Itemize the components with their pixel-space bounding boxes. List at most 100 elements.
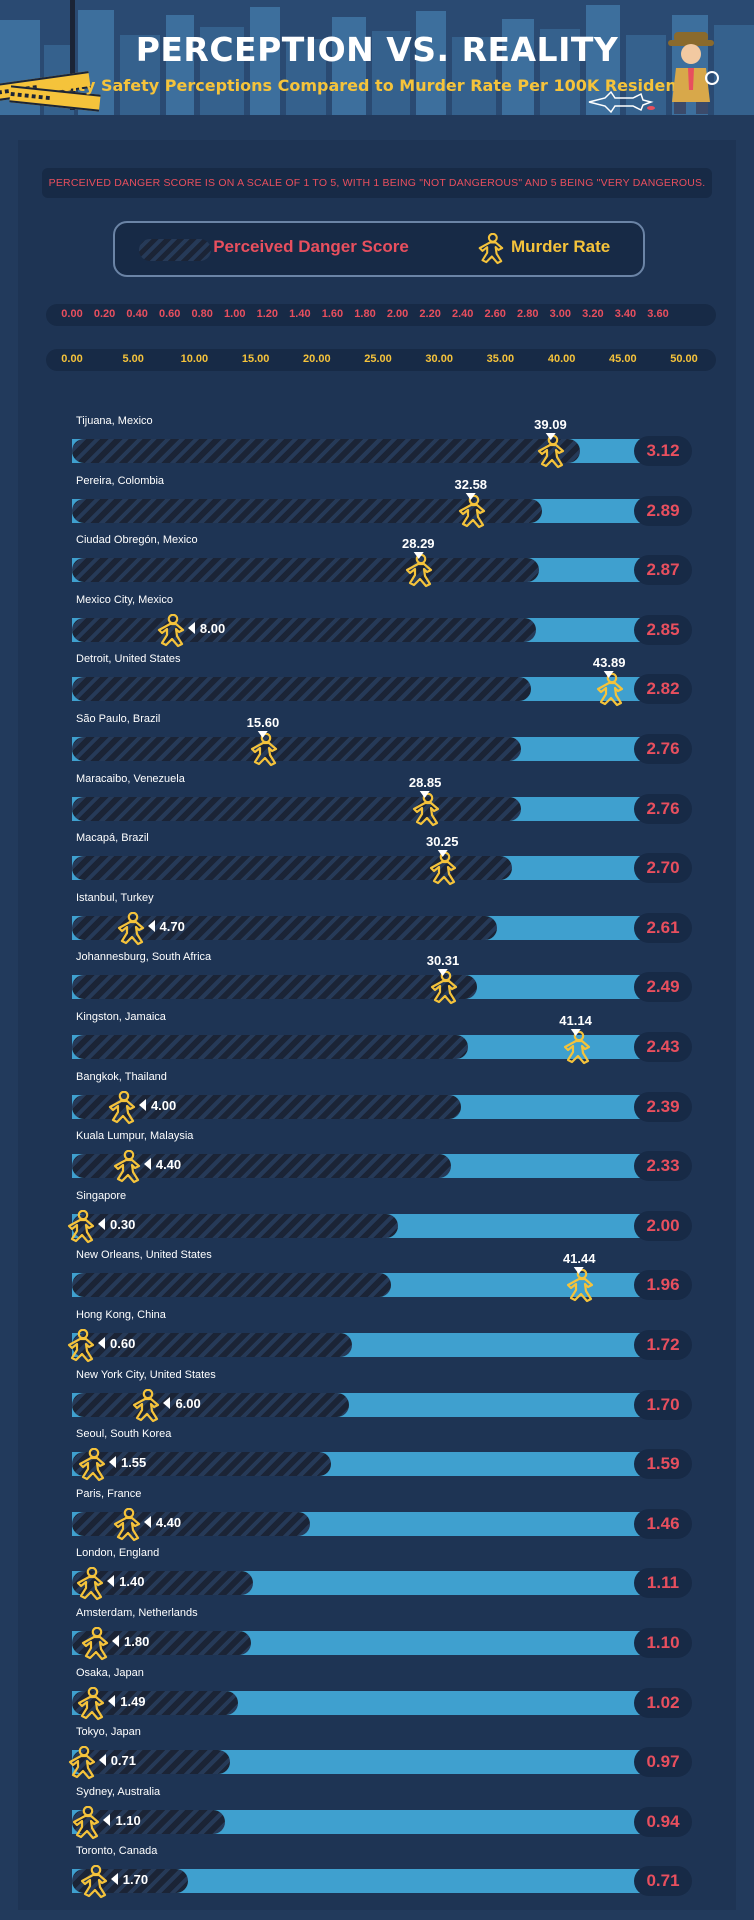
murder-rate-label: 28.29 [402,536,435,560]
perceived-value: 3.12 [634,436,692,466]
murder-tick-label: 45.00 [609,353,637,365]
perceived-value: 1.72 [634,1330,692,1360]
perceived-tick-label: 3.00 [549,308,572,320]
city-label: Singapore [76,1189,127,1202]
perceived-value: 0.71 [634,1866,692,1897]
perceived-tick-label: 0.00 [61,308,83,320]
perceived-value: 2.39 [634,1091,692,1122]
murder-rate-marker [80,1865,107,1899]
murder-rate-value: 8.00 [199,620,226,636]
murder-rate-marker [81,1627,109,1661]
murder-rate-marker [73,1805,100,1839]
murder-tick-label: 40.00 [547,353,576,365]
perceived-value: 1.02 [634,1687,692,1718]
city-row: Macapá, Brazil 2.70 30.25 [0,832,754,892]
murder-rate-marker [250,733,278,767]
city-row: Seoul, South Korea 1.59 1.55 [0,1428,754,1488]
city-row: Tijuana, Mexico 3.12 39.09 [0,415,754,475]
perceived-tick-label: 2.60 [484,308,506,320]
pointer-arrow-icon [98,1337,105,1349]
city-label: São Paulo, Brazil [76,713,161,725]
skyline-building [250,7,280,115]
pointer-arrow-icon [574,1267,585,1275]
detective-icon [668,32,719,114]
murder-rate-value: 0.71 [110,1753,136,1769]
pointer-arrow-icon [108,1456,116,1469]
murder-rate-label: 30.25 [426,834,459,858]
city-label: Mexico City, Mexico [76,593,173,606]
skyline-building [416,11,446,115]
city-row: Pereira, Colombia 2.89 32.58 [0,475,754,535]
perceived-tick-label: 1.60 [321,308,344,320]
murder-rate-label: 0.71 [98,1753,136,1769]
city-label: Hong Kong, China [76,1309,166,1321]
murder-tick-label: 20.00 [303,353,331,365]
murder-rate-value: 4.00 [150,1097,177,1113]
murder-rate-value: 43.89 [592,655,626,671]
murder-rate-value: 39.09 [534,417,567,432]
perceived-tick-label: 2.40 [451,308,474,320]
skyline-building [714,25,754,115]
perceived-bar [72,498,543,523]
scale-note: Perceived danger score is on a scale of … [42,168,712,198]
murder-rate-value: 1.40 [119,1574,145,1590]
city-row: Tokyo, Japan 0.97 0.71 [0,1726,754,1786]
perceived-bar [72,975,478,1000]
perceived-bar [72,1511,310,1536]
perceived-tick-label: 3.60 [647,308,669,320]
perceived-value: 2.76 [634,793,692,824]
legend-perceived-label: Perceived Danger Score [213,237,409,256]
perceived-bar [72,558,540,583]
legend-perceived-swatch [139,239,211,261]
pointer-arrow-icon [143,1158,151,1171]
murder-rate-marker [157,613,185,647]
city-row: Amsterdam, Netherlands 1.10 1.80 [0,1607,754,1667]
murder-rate-label: 1.55 [108,1455,146,1470]
murder-rate-marker [78,1686,105,1720]
murder-rate-marker [563,1031,590,1065]
murder-rate-marker [77,1567,104,1601]
murder-rate-marker [406,554,433,588]
perceived-tick-label: 0.60 [158,308,181,320]
city-label: Detroit, United States [76,653,181,666]
perceived-value: 2.70 [634,853,692,884]
murder-rate-marker [108,1090,136,1124]
city-row: Ciudad Obregón, Mexico 2.87 28.29 [0,534,754,594]
city-label: Johannesburg, South Africa [76,951,212,964]
perceived-value: 2.43 [634,1032,692,1062]
page-title: PERCEPTION VS. REALITY [135,30,619,69]
perceived-axis: 0.00 0.20 0.40 0.60 0.80 1.00 1.20 1.40 1.60 1.80… [46,304,716,326]
murder-rate-label: 41.14 [559,1013,592,1036]
murder-rate-value: 28.85 [408,774,442,790]
pointer-arrow-icon [187,621,195,634]
perceived-value: 1.10 [634,1628,692,1658]
perceived-tick-label: 0.20 [93,308,116,320]
perceived-tick-label: 0.80 [191,308,213,320]
city-label: London, England [76,1547,160,1560]
pointer-arrow-icon [98,1217,105,1230]
city-row: Istanbul, Turkey 2.61 4.70 [0,892,754,952]
murder-rate-label: 4.00 [138,1097,177,1113]
city-row: Detroit, United States 2.82 43.89 [0,653,754,713]
murder-rate-value: 1.70 [122,1872,149,1888]
skyline-building [502,19,534,115]
murder-rate-marker [430,852,457,886]
murder-rate-label: 43.89 [592,655,626,679]
perceived-tick-label: 1.00 [224,308,246,320]
murder-rate-value: 6.00 [175,1395,201,1411]
chalk-outline-icon [588,90,655,114]
perceived-value: 2.87 [634,555,692,586]
murder-rate-value: 4.70 [159,918,185,934]
perceived-tick-label: 1.40 [289,308,311,320]
perceived-tick-label: 2.80 [517,308,539,320]
murder-tick-label: 50.00 [670,353,698,365]
murder-axis: 0.00 5.00 10.00 15.00 20.00 25.00 30.00 35.00 40… [46,349,716,371]
city-label: Toronto, Canada [76,1845,158,1858]
pointer-arrow-icon [437,969,448,977]
perceived-bar [72,1750,230,1775]
murder-rate-marker [567,1269,594,1303]
perceived-tick-label: 3.20 [582,308,604,320]
perceived-value: 1.11 [634,1568,692,1599]
perceived-tick-label: 2.20 [419,308,441,320]
perceived-value: 0.97 [634,1747,692,1778]
